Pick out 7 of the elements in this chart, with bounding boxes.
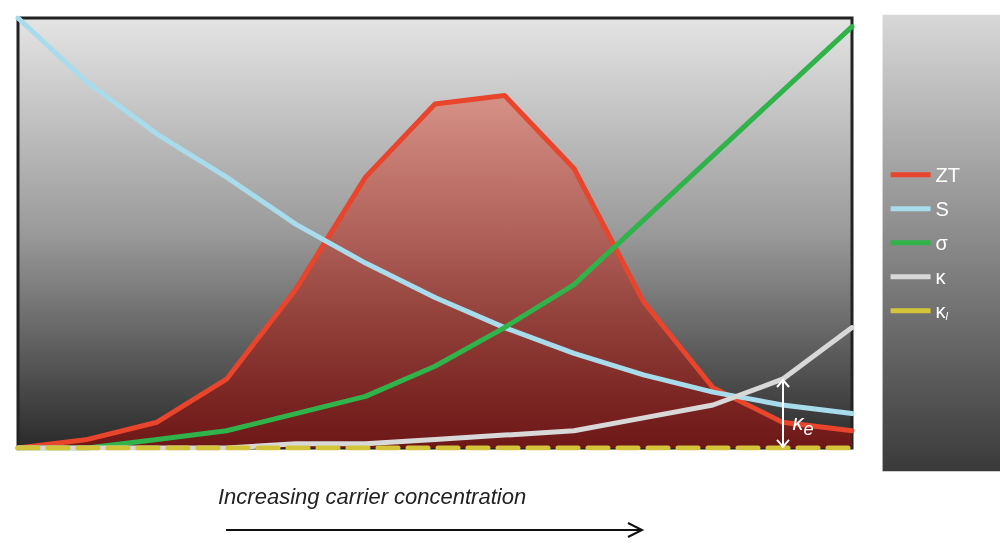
x-axis-title: Increasing carrier concentration — [218, 484, 528, 510]
annotation: κ$_{e}$ — [792, 409, 814, 440]
legend-label: ZT — [935, 163, 960, 186]
legend-label: κ — [935, 265, 947, 288]
legend-label: S — [935, 197, 949, 220]
legend-label: σ — [935, 231, 949, 254]
legend-label: κl — [935, 299, 949, 322]
